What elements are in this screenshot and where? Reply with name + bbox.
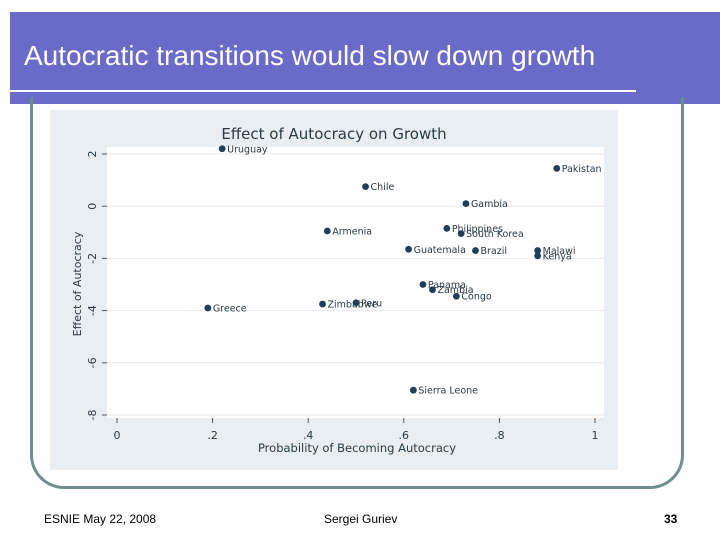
- scatter-point: [534, 247, 542, 254]
- scatter-point: [362, 183, 369, 191]
- point-label: Armenia: [332, 226, 372, 237]
- point-label: Pakistan: [562, 164, 602, 175]
- x-tick-label: 1: [592, 429, 599, 442]
- point-label: Philippines: [452, 224, 503, 235]
- x-tick-label: .2: [207, 429, 218, 442]
- point-label: South Korea: [466, 229, 524, 240]
- grid-lines: [107, 153, 604, 416]
- scatter-point: [472, 247, 479, 254]
- y-tick-label: -6: [86, 357, 99, 368]
- point-label: Greece: [213, 303, 247, 314]
- point-label: Kenya: [543, 251, 572, 262]
- point-label: Chile: [371, 182, 395, 193]
- x-tick-label: .8: [494, 429, 505, 442]
- y-axis-ticks: -8 -6 -4 -2 0 2: [86, 151, 107, 421]
- scatter-point: [429, 286, 436, 294]
- page-number: 33: [664, 512, 678, 526]
- x-axis-label: Probability of Becoming Autocracy: [258, 441, 456, 455]
- scatter-point: [204, 304, 212, 312]
- y-tick-label: -8: [86, 410, 99, 421]
- y-tick-label: 0: [86, 203, 99, 210]
- scatter-point: [352, 299, 360, 307]
- data-points: Uruguay Pakistan Chile Gambia Armenia Philipp…: [204, 144, 602, 397]
- x-tick-label: .6: [399, 429, 410, 442]
- title-underline: [10, 90, 636, 92]
- scatter-point: [419, 281, 427, 288]
- point-label: Malawi: [543, 246, 576, 257]
- point-label: Congo: [461, 292, 491, 303]
- y-tick-label: 2: [86, 151, 99, 158]
- scatter-chart: Effect of Autocracy on Growth -8 -6 -4 -2 0 2…: [50, 110, 618, 470]
- point-label: Guatemala: [414, 245, 466, 256]
- slide-frame: [30, 97, 684, 489]
- x-tick-label: 0: [114, 429, 121, 442]
- footer-date: ESNIE May 22, 2008: [44, 512, 157, 526]
- x-tick-label: .4: [303, 429, 314, 442]
- scatter-point: [218, 145, 226, 153]
- scatter-point: [319, 300, 326, 308]
- plot-area: [107, 147, 604, 418]
- point-label: Panama: [428, 280, 466, 291]
- scatter-point: [409, 386, 417, 394]
- chart-title: Effect of Autocracy on Growth: [221, 125, 446, 143]
- scatter-point: [405, 245, 412, 253]
- point-label: Brazil: [481, 246, 508, 257]
- point-label: Peru: [361, 298, 382, 309]
- scatter-point: [452, 292, 460, 300]
- y-tick-label: -2: [86, 253, 99, 264]
- scatter-point: [443, 224, 451, 232]
- point-label: Zimbabwe: [328, 300, 378, 311]
- scatter-point: [462, 200, 470, 207]
- point-label: Gambia: [471, 199, 508, 210]
- scatter-point: [457, 230, 465, 238]
- y-axis-label: Effect of Autocracy: [71, 231, 84, 336]
- chart-panel: Effect of Autocracy on Growth -8 -6 -4 -2 0 2…: [50, 110, 618, 470]
- scatter-point: [553, 164, 561, 172]
- point-label: Zambia: [437, 285, 473, 296]
- title-bar: Autocratic transitions would slow down g…: [10, 12, 720, 104]
- slide-title: Autocratic transitions would slow down g…: [24, 40, 596, 71]
- scatter-point: [323, 227, 331, 235]
- point-label: Uruguay: [227, 144, 268, 155]
- y-tick-label: -4: [86, 305, 99, 316]
- footer-author: Sergei Guriev: [324, 512, 398, 526]
- point-label: Sierra Leone: [418, 386, 478, 397]
- x-axis-ticks: 0 .2 .4 .6 .8 1: [114, 418, 599, 442]
- scatter-point: [534, 252, 542, 260]
